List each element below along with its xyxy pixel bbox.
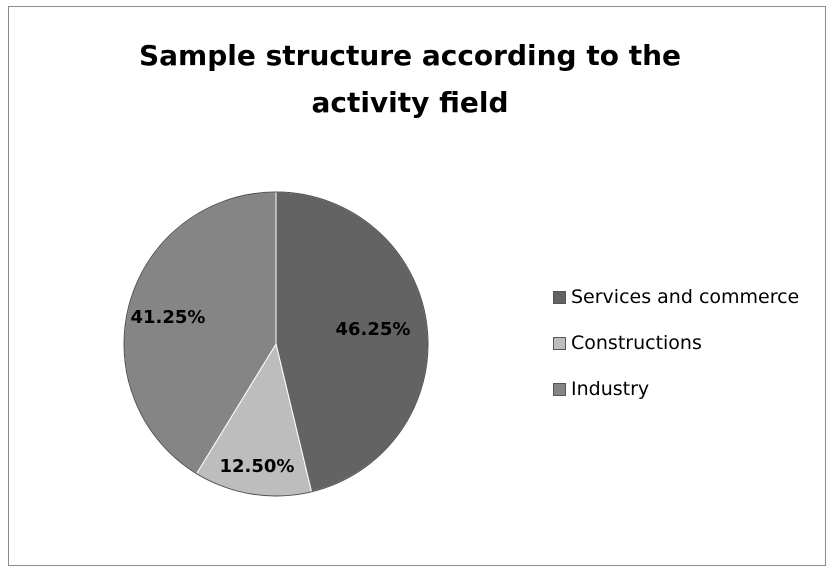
legend-label-industry: Industry	[571, 378, 650, 400]
legend-swatch-services	[553, 290, 566, 304]
slice-label-industry: 41.25%	[131, 307, 206, 328]
legend-label-constructions: Constructions	[571, 332, 702, 354]
chart-legend: Services and commerce Constructions Indu…	[553, 285, 823, 423]
slice-label-constructions: 12.50%	[220, 456, 295, 477]
pie-chart: 46.25% 12.50% 41.25%	[123, 191, 429, 497]
chart-title-line-1: Sample structure according to the	[138, 39, 682, 72]
legend-item-industry: Industry	[553, 377, 823, 401]
slice-label-services: 46.25%	[336, 319, 411, 340]
legend-swatch-industry	[553, 382, 566, 396]
chart-title: Sample structure according to the activi…	[60, 32, 760, 126]
legend-swatch-constructions	[553, 336, 566, 350]
chart-title-line-2: activity field	[311, 86, 509, 119]
legend-label-services: Services and commerce	[571, 286, 800, 308]
legend-item-services: Services and commerce	[553, 285, 823, 309]
pie-outline	[123, 191, 429, 497]
legend-item-constructions: Constructions	[553, 331, 823, 355]
